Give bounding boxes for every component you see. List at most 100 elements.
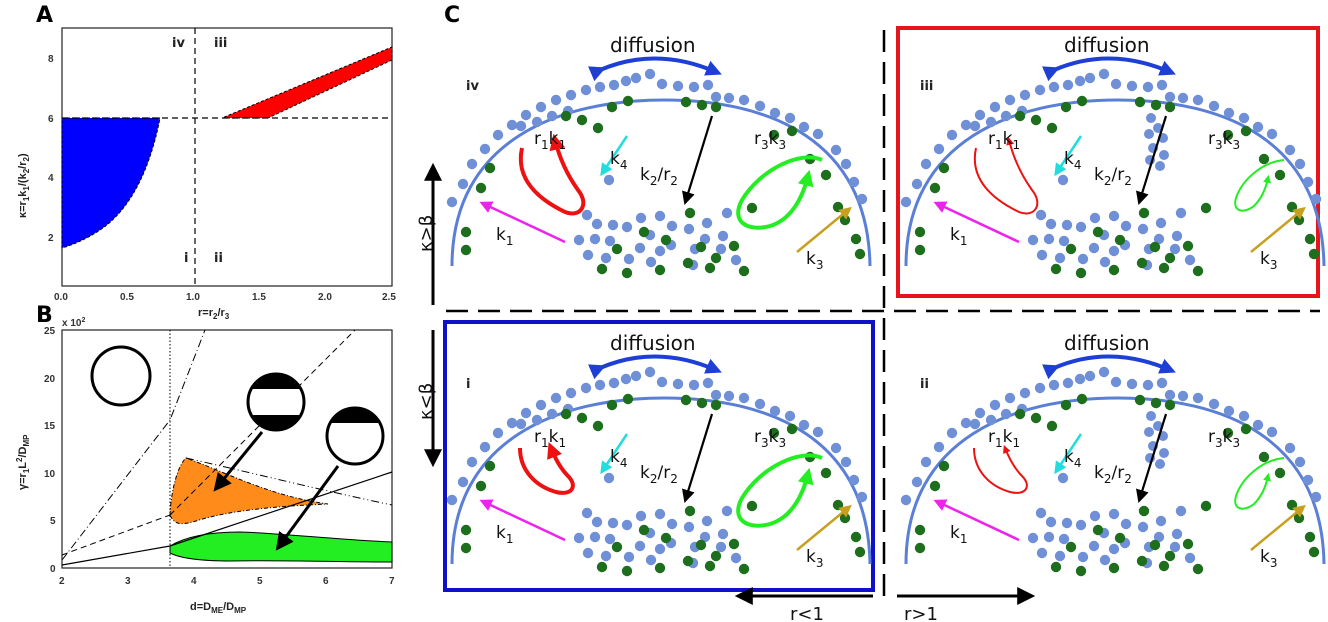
min-protein-dot: [1208, 100, 1220, 112]
r1k1-loop: [973, 136, 1039, 215]
cytosol-protein-dot: [1108, 508, 1120, 520]
min-protein-dot: [1223, 107, 1235, 119]
min-protein-dot: [506, 417, 518, 429]
min-protein-dot: [1164, 389, 1176, 401]
min-complex-dot: [768, 129, 780, 141]
cytosol-complex-dot: [1065, 243, 1077, 255]
a-xtick-3: 1.5: [252, 292, 266, 303]
min-protein-dot: [550, 94, 562, 106]
cytosol-protein-dot: [699, 531, 711, 543]
cytosol-protein-dot: [717, 528, 729, 540]
cytosol-complex-dot: [1050, 263, 1062, 275]
cytosol-complex-dot: [596, 263, 608, 275]
cytosol-protein-dot: [607, 517, 619, 529]
min-protein-dot: [946, 129, 958, 141]
min-protein-dot: [688, 81, 700, 93]
cytosol-complex-dot: [704, 560, 716, 572]
min-protein-dot: [1294, 456, 1306, 468]
cytosol-complex-dot: [654, 264, 666, 276]
min-protein-dot: [535, 101, 547, 113]
min-protein-dot: [446, 494, 458, 506]
min-protein-dot: [644, 68, 656, 80]
min-protein-dot: [1126, 80, 1138, 92]
min-protein-dot: [466, 158, 478, 170]
k4-label: k4: [1064, 447, 1082, 470]
min-complex-dot: [1030, 412, 1042, 424]
cytosol-protein-dot: [1153, 233, 1165, 245]
min-protein-dot: [457, 178, 469, 190]
min-complex-dot: [1134, 394, 1146, 406]
min-protein-dot: [1177, 390, 1189, 402]
diffusion-arrow: [1042, 354, 1176, 380]
curve-solid: [61, 471, 393, 566]
min-complex-dot: [832, 499, 844, 511]
cytosol-protein-dot: [717, 230, 729, 242]
min-protein-dot: [1062, 377, 1074, 389]
min-protein-dot: [546, 408, 558, 420]
k1-label: k1: [950, 523, 968, 546]
min-protein-dot: [688, 379, 700, 391]
min-complex-dot: [710, 399, 722, 411]
kappa-lt-beta-label: κ<β: [416, 383, 437, 420]
cytosol-protein-dot: [654, 245, 666, 257]
min-protein-dot: [531, 414, 543, 426]
cytosol-protein-dot: [1043, 233, 1055, 245]
b-ytick-5: 5: [50, 516, 56, 527]
cytosol-protein-dot: [699, 233, 711, 245]
cytosol-complex-dot: [1092, 226, 1104, 238]
min-complex-dot: [1304, 531, 1316, 543]
cytosol-protein-dot: [654, 543, 666, 555]
b-ytick-25: 25: [44, 326, 56, 337]
column-protein-dot: [1155, 459, 1165, 469]
cell-diagrams: diffusion iv k1 k4 k2/r2 k3 r1k1 r3k3 diffusion i…: [446, 33, 1326, 577]
cytosol-protein-dot: [582, 547, 594, 559]
min-complex-dot: [1014, 408, 1026, 420]
panel-a-letter: A: [36, 3, 53, 28]
panel-a-quadrant-iii: iii: [214, 36, 227, 51]
cytosol-complex-dot: [1075, 565, 1087, 577]
min-complex-dot: [460, 226, 472, 238]
min-protein-dot: [656, 78, 668, 90]
min-protein-dot: [531, 116, 543, 128]
min-complex-dot: [1240, 125, 1252, 137]
cell-quadrant-iii: diffusion iii k1 k4 k2/r2 k3 r1k1 r3k3: [900, 33, 1326, 279]
min-protein-dot: [1284, 442, 1296, 454]
min-protein-dot: [723, 390, 735, 402]
cytosol-complex-dot: [611, 541, 623, 553]
cell-quadrant-label: ii: [920, 377, 929, 392]
a-ytick-6: 6: [48, 114, 54, 125]
min-complex-dot: [576, 412, 588, 424]
min-protein-dot: [900, 494, 912, 506]
diffusion-label: diffusion: [1064, 33, 1150, 57]
min-protein-dot: [1126, 378, 1138, 390]
cytosol-complex-dot: [1158, 262, 1170, 274]
min-complex-dot: [1164, 101, 1176, 113]
k3-arrow: [796, 504, 852, 551]
min-protein-dot: [812, 426, 824, 438]
r1k1-label: r1k1: [534, 427, 566, 450]
min-protein-dot: [985, 414, 997, 426]
cytosol-protein-dot: [1027, 234, 1039, 246]
min-protein-dot: [466, 456, 478, 468]
cytosol-protein-dot: [1035, 209, 1047, 221]
cytosol-protein-dot: [573, 234, 585, 246]
min-complex-dot: [1060, 101, 1072, 113]
r1k1-loop: [973, 445, 1028, 494]
k4-label: k4: [610, 447, 628, 470]
cytosol-protein-dot: [603, 472, 615, 484]
r-gt-one-label: r>1: [904, 604, 938, 622]
cytosol-protein-dot: [581, 209, 593, 221]
cytosol-protein-dot: [1054, 252, 1066, 264]
min-complex-dot: [914, 542, 926, 554]
min-complex-dot: [1150, 99, 1162, 111]
cytosol-protein-dot: [621, 519, 633, 531]
cytosol-complex-dot: [695, 241, 707, 253]
min-protein-dot: [798, 121, 810, 133]
min-protein-dot: [1208, 398, 1220, 410]
k3-arrow: [1250, 504, 1306, 551]
cytosol-protein-dot: [1169, 243, 1181, 255]
min-protein-dot: [1294, 158, 1306, 170]
cytosol-protein-dot: [715, 243, 727, 255]
min-complex-dot: [914, 524, 926, 536]
cell-quadrant-label: i: [466, 377, 470, 392]
